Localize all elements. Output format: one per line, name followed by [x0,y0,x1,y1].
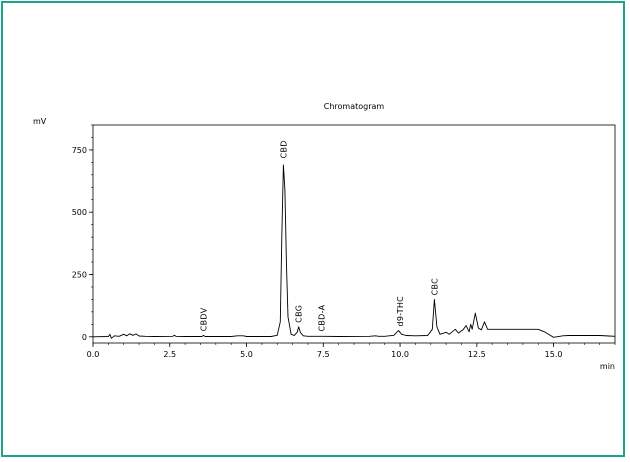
peak-label: CBC [430,278,439,296]
peak-label: CBD-A [318,304,327,331]
x-tick-label: 10.0 [391,350,409,359]
x-tick-label: 5.0 [240,350,253,359]
peak-labels: CBDV CBD CBG CBD-A d9-THC CBC [200,140,440,331]
x-tick-label: 15.0 [545,350,563,359]
y-axis: 0 250 500 750 [72,124,93,342]
peak-label: CBG [295,305,304,323]
chromatogram-chart: Chromatogram mV min 0.0 2.5 5.0 7.5 10.0 12.5… [33,102,616,371]
y-tick-label: 250 [72,270,87,279]
chart-panel: Chromatogram mV min 0.0 2.5 5.0 7.5 10.0 12.5… [1,1,625,457]
x-tick-label: 2.5 [163,350,176,359]
y-axis-unit: mV [33,117,47,126]
y-tick-label: 0 [82,333,87,342]
peak-label: CBD [279,140,288,158]
y-tick-label: 750 [72,146,87,155]
x-axis-unit: min [600,362,615,371]
chart-title: Chromatogram [324,102,385,111]
peak-label: d9-THC [396,296,405,327]
plot-area [92,124,616,344]
y-tick-label: 500 [72,208,87,217]
x-axis: 0.0 2.5 5.0 7.5 10.0 12.5 15.0 [87,343,616,359]
x-tick-label: 12.5 [468,350,486,359]
peak-label: CBDV [200,307,209,331]
chromatogram-trace [92,164,616,339]
x-tick-label: 7.5 [317,350,330,359]
x-tick-label: 0.0 [87,350,100,359]
